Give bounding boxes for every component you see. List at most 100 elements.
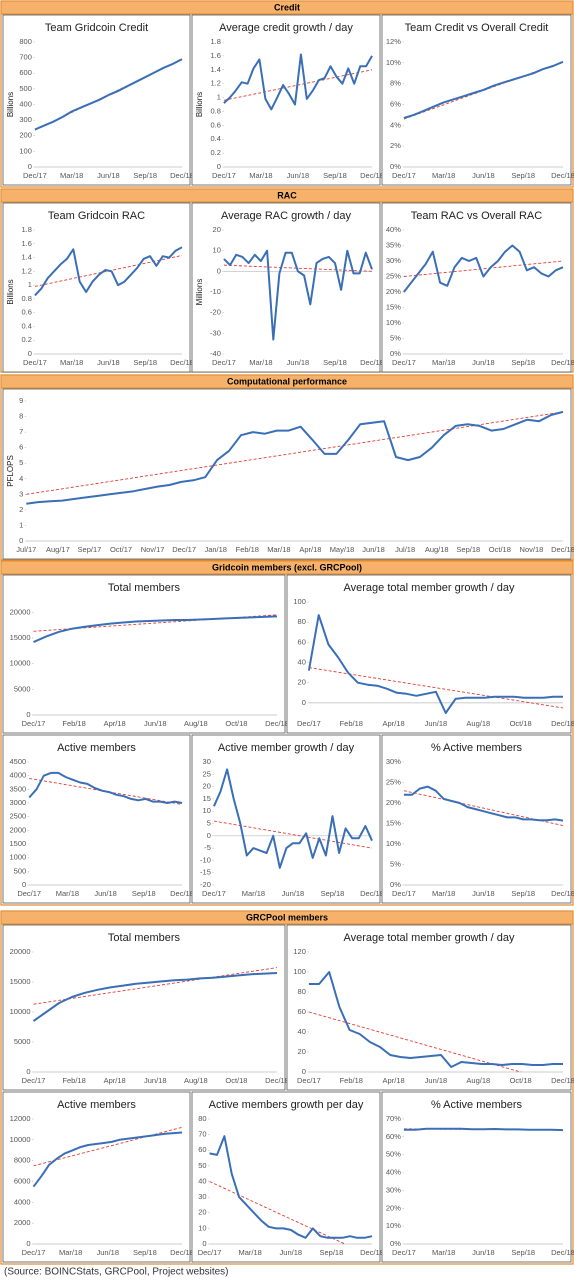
x-tick-label: Feb/18 (62, 1076, 85, 1085)
y-tick-label: 1500 (10, 839, 27, 848)
y-tick-label: 10000 (10, 659, 31, 668)
section-title: Credit (274, 2, 300, 12)
x-tick-label: Mar/18 (432, 171, 455, 180)
y-axis-label: Billions (195, 92, 204, 117)
x-tick-label: Apr/18 (104, 719, 126, 728)
chart-title: Active members (57, 1099, 136, 1111)
x-tick-label: Aug/18 (466, 1076, 490, 1085)
y-tick-label: 20000 (10, 607, 31, 616)
x-tick-label: Dec/18 (170, 889, 194, 898)
y-tick-label: 1.6 (21, 239, 31, 248)
y-tick-label: 0.2 (210, 148, 220, 157)
x-tick-label: Dec/18 (360, 1248, 384, 1257)
y-tick-label: 200 (19, 131, 32, 140)
chart-title: Average total member growth / day (344, 582, 515, 594)
trend-line (33, 967, 277, 1005)
y-tick-label: -40 (210, 349, 221, 358)
x-tick-label: Nov/18 (520, 545, 544, 554)
y-tick-label: 0 (217, 162, 221, 171)
x-tick-label: Mar/18 (249, 171, 272, 180)
y-tick-label: 0.2 (21, 335, 31, 344)
x-tick-label: Apr/18 (383, 719, 405, 728)
y-tick-label: 20% (386, 798, 401, 807)
y-tick-label: 40% (386, 225, 401, 234)
y-tick-label: 800 (19, 37, 32, 46)
y-tick-label: 40 (298, 1027, 306, 1036)
y-tick-label: 1.4 (210, 65, 220, 74)
x-tick-label: Oct/18 (510, 719, 532, 728)
x-tick-label: Feb/18 (340, 719, 363, 728)
y-tick-label: -5 (204, 843, 211, 852)
chart-panel (191, 734, 381, 904)
x-tick-label: Dec/17 (198, 1248, 222, 1257)
y-tick-label: 100 (19, 146, 32, 155)
x-tick-label: Dec/18 (551, 719, 574, 728)
x-tick-label: Nov/17 (141, 545, 165, 554)
chart-panel (2, 924, 286, 1091)
y-axis-label: Millions (195, 279, 204, 306)
x-tick-label: Dec/18 (360, 358, 384, 367)
chart-title: Active member growth / day (218, 742, 355, 754)
y-tick-label: 10 (213, 246, 221, 255)
x-tick-label: Dec/17 (17, 889, 41, 898)
x-tick-label: Oct/18 (225, 1076, 247, 1085)
data-line (28, 771, 183, 804)
x-tick-label: Jul/18 (395, 545, 415, 554)
x-tick-label: Dec/18 (360, 889, 384, 898)
y-axis-label: Billions (6, 92, 15, 117)
y-tick-label: 0 (19, 536, 23, 545)
y-tick-label: 0 (26, 1067, 30, 1076)
section-header (0, 188, 574, 203)
y-tick-label: 15% (386, 818, 401, 827)
chart-panel (191, 14, 381, 186)
x-tick-label: Sep/18 (321, 889, 345, 898)
x-tick-label: Sep/18 (133, 1248, 157, 1257)
y-tick-label: 1.8 (21, 225, 31, 234)
chart-panel (2, 574, 286, 734)
x-tick-label: Oct/18 (510, 1076, 532, 1085)
y-tick-label: 8% (390, 79, 401, 88)
section-header (0, 910, 574, 925)
data-line (34, 58, 183, 131)
y-tick-label: -10 (210, 287, 221, 296)
x-tick-label: Dec/18 (360, 171, 384, 180)
y-tick-label: 15 (203, 794, 211, 803)
y-axis-label: PFLOPS (6, 455, 15, 487)
x-tick-label: Jun/18 (96, 1248, 119, 1257)
y-tick-label: 1.2 (21, 266, 31, 275)
x-tick-label: Apr/18 (383, 1076, 405, 1085)
y-tick-label: 1000 (10, 853, 27, 862)
y-tick-label: 700 (19, 53, 32, 62)
x-tick-label: Aug/18 (466, 719, 490, 728)
x-tick-label: Aug/18 (184, 1076, 208, 1085)
trend-line (308, 1011, 523, 1072)
y-tick-label: 60% (386, 1132, 401, 1141)
data-line (32, 1131, 183, 1188)
y-tick-label: 20 (203, 782, 211, 791)
y-tick-label: 60 (298, 1007, 306, 1016)
x-tick-label: Mar/18 (432, 889, 455, 898)
x-tick-label: Dec/17 (297, 719, 321, 728)
y-tick-label: 2% (390, 141, 401, 150)
x-tick-label: Jul/17 (16, 545, 36, 554)
x-tick-label: Dec/18 (551, 889, 574, 898)
y-tick-label: 10% (386, 58, 401, 67)
section-title: GRCPool members (246, 912, 328, 922)
data-line (33, 615, 278, 644)
y-tick-label: 5% (390, 859, 401, 868)
x-tick-label: Sep/18 (132, 889, 156, 898)
chart-panel (191, 1091, 381, 1263)
chart-title: Team RAC vs Overall RAC (411, 210, 542, 222)
y-tick-label: 6000 (14, 1176, 31, 1185)
y-tick-label: 6% (390, 99, 401, 108)
y-tick-label: 20% (386, 1203, 401, 1212)
y-tick-label: 2500 (10, 812, 27, 821)
x-tick-label: Sep/18 (320, 1248, 344, 1257)
x-tick-label: Dec/17 (22, 1076, 46, 1085)
x-tick-label: Jun/18 (280, 1248, 303, 1257)
y-tick-label: 10% (386, 839, 401, 848)
data-line (209, 1135, 373, 1239)
y-tick-label: 1 (217, 93, 221, 102)
x-tick-label: Dec/17 (392, 358, 416, 367)
x-tick-label: Dec/17 (212, 358, 236, 367)
